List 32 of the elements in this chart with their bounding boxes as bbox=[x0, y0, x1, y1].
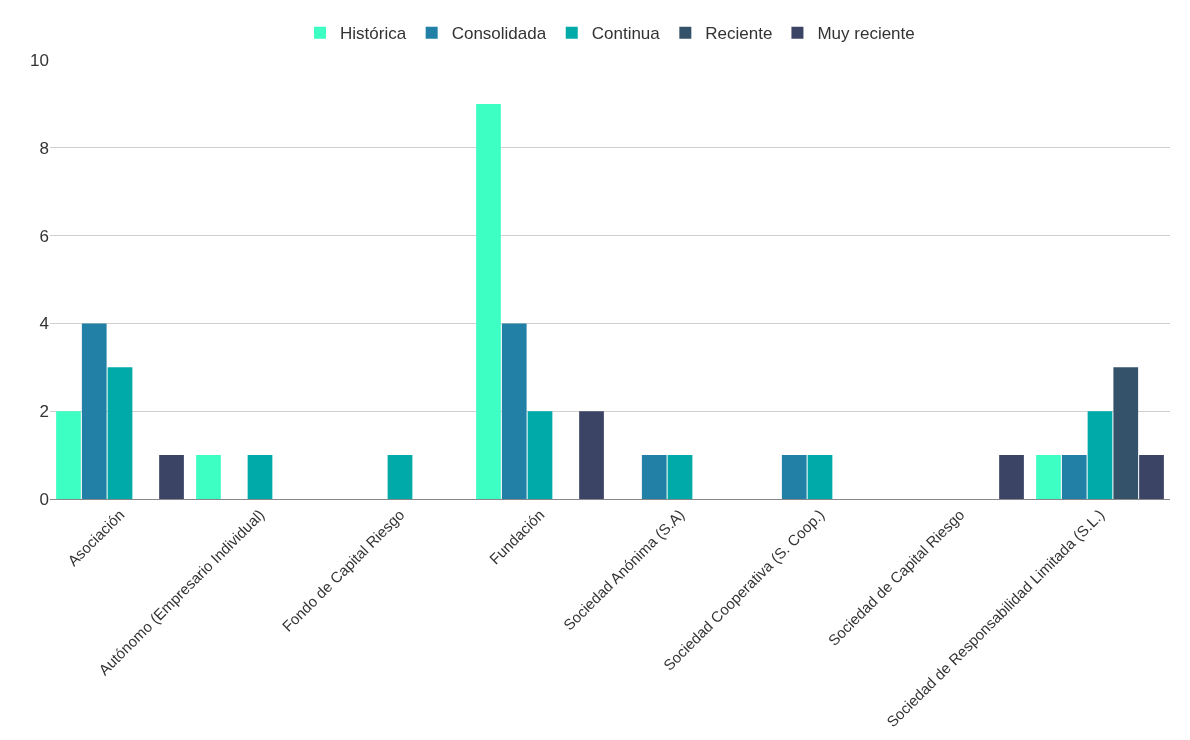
bar bbox=[196, 455, 221, 499]
bar bbox=[1113, 367, 1139, 499]
bar bbox=[667, 455, 693, 499]
bar bbox=[781, 455, 807, 499]
legend-label: Histórica bbox=[340, 24, 407, 44]
bar bbox=[1061, 455, 1087, 499]
legend-label: Continua bbox=[591, 24, 661, 44]
y-tick-label: 8 bbox=[39, 138, 49, 158]
bar bbox=[579, 411, 604, 499]
bar bbox=[641, 455, 667, 499]
y-tick-label: 2 bbox=[39, 402, 49, 422]
bar bbox=[1087, 411, 1113, 499]
bar bbox=[1036, 455, 1061, 499]
bar bbox=[247, 455, 273, 499]
bar bbox=[1139, 455, 1164, 499]
bar bbox=[807, 455, 833, 499]
bar bbox=[527, 411, 553, 499]
bar bbox=[81, 323, 107, 499]
y-tick-label: 10 bbox=[30, 50, 49, 70]
bar bbox=[501, 323, 527, 499]
bar bbox=[107, 367, 133, 499]
legend-label: Muy reciente bbox=[817, 24, 915, 44]
y-tick-label: 0 bbox=[39, 489, 49, 509]
bar bbox=[999, 455, 1024, 499]
bar bbox=[56, 411, 81, 499]
bar bbox=[387, 455, 413, 499]
legend-label: Reciente bbox=[705, 24, 773, 44]
bar bbox=[476, 103, 501, 499]
legend-label: Consolidada bbox=[451, 24, 547, 44]
bar bbox=[159, 455, 184, 499]
y-tick-label: 6 bbox=[39, 226, 49, 246]
y-tick-label: 4 bbox=[39, 314, 49, 334]
